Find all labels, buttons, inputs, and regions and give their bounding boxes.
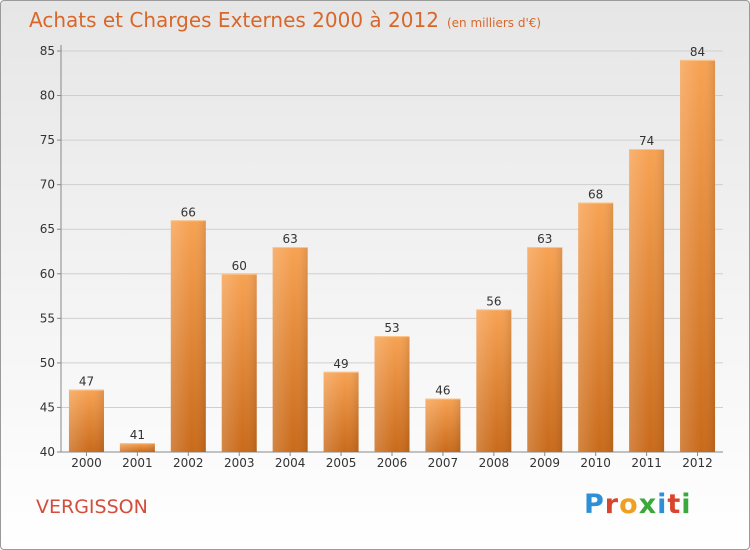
bar-shade-2010 (578, 202, 614, 452)
x-tick-label: 2008 (479, 456, 510, 470)
axes: 40 45 50 55 60 65 70 75 80 85 2000 2001 2002 2003 2004… (40, 44, 723, 470)
data-label-2010: 68 (588, 187, 603, 201)
data-label-2009: 63 (537, 232, 552, 246)
logo-letter: x (638, 489, 658, 520)
data-label-2000: 47 (79, 375, 94, 389)
x-tick-label: 2009 (529, 456, 560, 470)
x-tick-label: 2004 (275, 456, 306, 470)
logo-letter: i (681, 489, 692, 520)
bars (68, 59, 716, 453)
y-tick-label: 60 (40, 267, 55, 281)
data-label-2004: 63 (283, 232, 298, 246)
bar-shade-2005 (323, 371, 359, 452)
bar-shade-2008 (476, 309, 512, 452)
data-label-2001: 41 (130, 428, 145, 442)
y-tick-label: 70 (40, 178, 55, 192)
bar-shade-2004 (272, 247, 308, 452)
logo-letter: P (584, 489, 605, 520)
x-tick-label: 2011 (631, 456, 662, 470)
logo-letter: t (667, 489, 682, 520)
bar-shade-2012 (680, 59, 716, 453)
x-tick-label: 2010 (580, 456, 611, 470)
data-label-2006: 53 (384, 321, 399, 335)
x-tick-label: 2006 (377, 456, 408, 470)
y-tick-label: 50 (40, 356, 55, 370)
y-tick-label: 75 (40, 133, 55, 147)
y-tick-label: 45 (40, 400, 55, 414)
y-tick-label: 80 (40, 89, 55, 103)
bar-shade-2009 (527, 247, 563, 452)
data-label-2012: 84 (690, 45, 705, 59)
data-label-2005: 49 (333, 357, 348, 371)
chart-title: Achats et Charges Externes 2000 à 2012 (e… (29, 8, 541, 32)
logo-letter: i (657, 489, 668, 520)
x-tick-label: 2002 (173, 456, 204, 470)
data-label-2011: 74 (639, 134, 654, 148)
y-tick-label: 55 (40, 311, 55, 325)
chart-title-text: Achats et Charges Externes 2000 à 2012 (29, 8, 439, 32)
x-tick-label: 2005 (326, 456, 357, 470)
data-labels: 47 41 66 60 63 49 53 46 56 63 68 74 84 (79, 45, 705, 442)
logo-letter: o (619, 489, 639, 520)
data-label-2002: 66 (181, 205, 196, 219)
bar-shade-2007 (425, 398, 461, 452)
x-tick-label: 2007 (428, 456, 459, 470)
x-tick-label: 2012 (682, 456, 713, 470)
x-tick-label: 2001 (122, 456, 153, 470)
data-label-2003: 60 (232, 259, 247, 273)
y-tick-label: 40 (40, 445, 55, 459)
bar-shade-2011 (629, 149, 665, 452)
x-tick-label: 2003 (224, 456, 255, 470)
logo-letter: r (604, 489, 620, 520)
bar-shade-2002 (170, 220, 206, 452)
proxiti-logo: Proxiti (584, 489, 692, 520)
bar-shade-2001 (119, 443, 155, 452)
bar-shade-2003 (221, 273, 257, 452)
bar-shade-2006 (374, 336, 410, 452)
commune-name: VERGISSON (36, 496, 148, 518)
bar-shade-2000 (68, 389, 104, 452)
y-tick-label: 65 (40, 222, 55, 236)
x-tick-label: 2000 (71, 456, 102, 470)
data-label-2008: 56 (486, 294, 501, 308)
y-tick-label: 85 (40, 44, 55, 58)
data-label-2007: 46 (435, 384, 450, 398)
chart-subtitle: (en milliers d'€) (446, 16, 542, 30)
